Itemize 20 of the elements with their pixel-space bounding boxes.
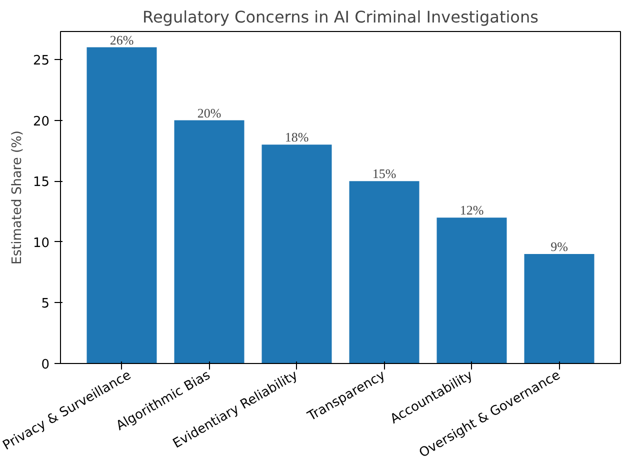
bar: [524, 254, 594, 364]
y-axis-title: Estimated Share (%): [10, 130, 25, 264]
data-label: 20%: [197, 105, 222, 120]
chart-title: Regulatory Concerns in AI Criminal Investigations: [142, 8, 538, 26]
bar: [262, 144, 332, 364]
bar: [436, 218, 507, 364]
y-tick-label: 25: [32, 53, 50, 68]
data-label: 15%: [372, 166, 396, 182]
bar: [349, 181, 420, 364]
data-label: 12%: [460, 202, 484, 218]
data-label: 9%: [550, 239, 568, 254]
data-label: 18%: [284, 130, 309, 145]
y-tick-label: 15: [32, 175, 50, 190]
data-label: 26%: [110, 32, 134, 48]
y-tick-label: 5: [41, 296, 50, 312]
y-tick-label: 20: [32, 114, 50, 130]
bar: [86, 47, 157, 364]
y-tick-label: 0: [41, 358, 50, 372]
bar: [174, 120, 244, 364]
y-tick-label: 10: [32, 236, 50, 251]
